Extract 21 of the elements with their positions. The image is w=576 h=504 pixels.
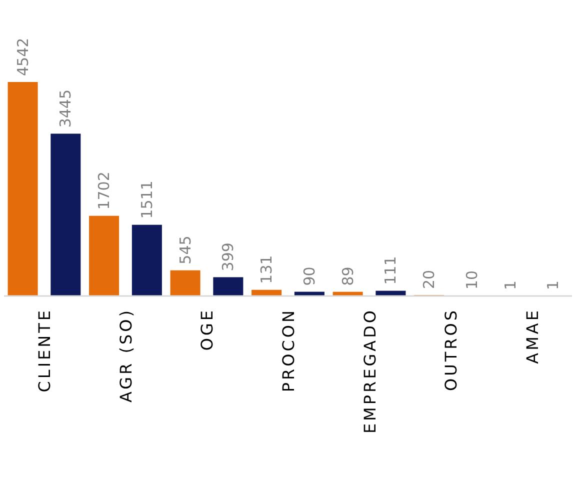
data-label: 90 [300, 266, 318, 286]
data-label: 131 [258, 255, 276, 284]
data-label: 89 [338, 266, 357, 286]
data-label: 1 [544, 280, 562, 290]
x-tick-label: OUTROS [442, 308, 461, 391]
x-tick-label: AGR (SO) [116, 308, 136, 402]
data-label: 20 [420, 270, 438, 290]
x-tick-label: CLIENTE [35, 308, 54, 392]
x-tick-label: EMPREGADO [360, 308, 380, 434]
data-label: 399 [219, 242, 238, 272]
data-label: 1702 [95, 172, 114, 210]
x-tick-label: AMAE [522, 308, 542, 364]
data-label: 3445 [56, 90, 75, 128]
data-label: 1 [501, 280, 520, 290]
x-tick-label: OGE [198, 308, 217, 351]
data-label: 10 [462, 270, 481, 290]
x-tick-label: PROCON [279, 308, 298, 392]
data-label: 1511 [138, 180, 156, 219]
data-label: 4542 [14, 38, 32, 76]
data-label: 545 [176, 236, 194, 264]
data-label: 111 [382, 256, 400, 285]
